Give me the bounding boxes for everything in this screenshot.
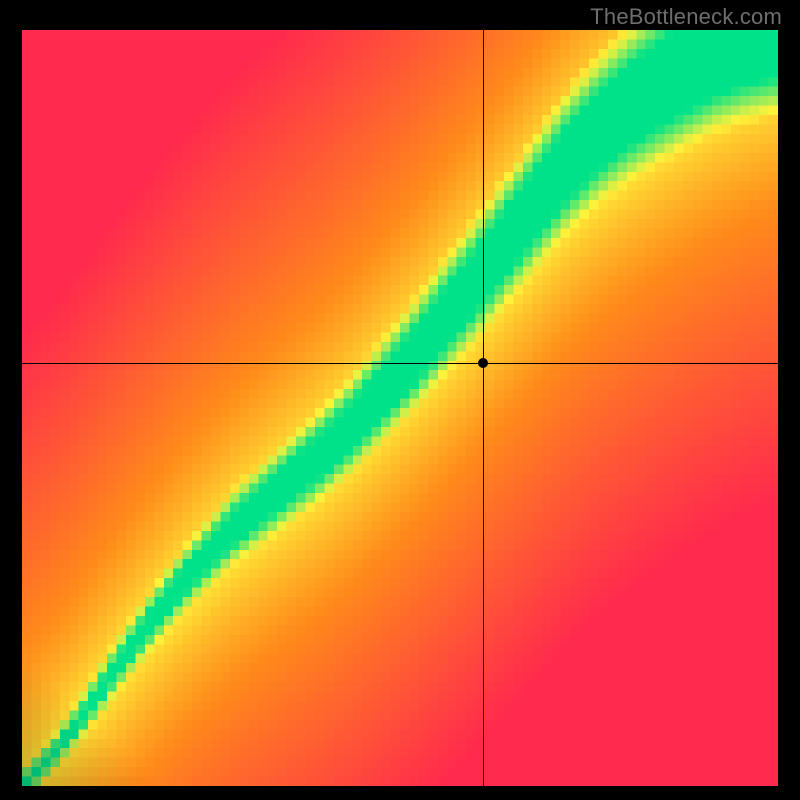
- watermark-text: TheBottleneck.com: [590, 4, 782, 30]
- crosshair-horizontal: [22, 363, 778, 364]
- heatmap-plot: [22, 30, 778, 786]
- chart-container: TheBottleneck.com: [0, 0, 800, 800]
- crosshair-marker: [478, 358, 488, 368]
- heatmap-canvas: [22, 30, 778, 786]
- crosshair-vertical: [483, 30, 484, 786]
